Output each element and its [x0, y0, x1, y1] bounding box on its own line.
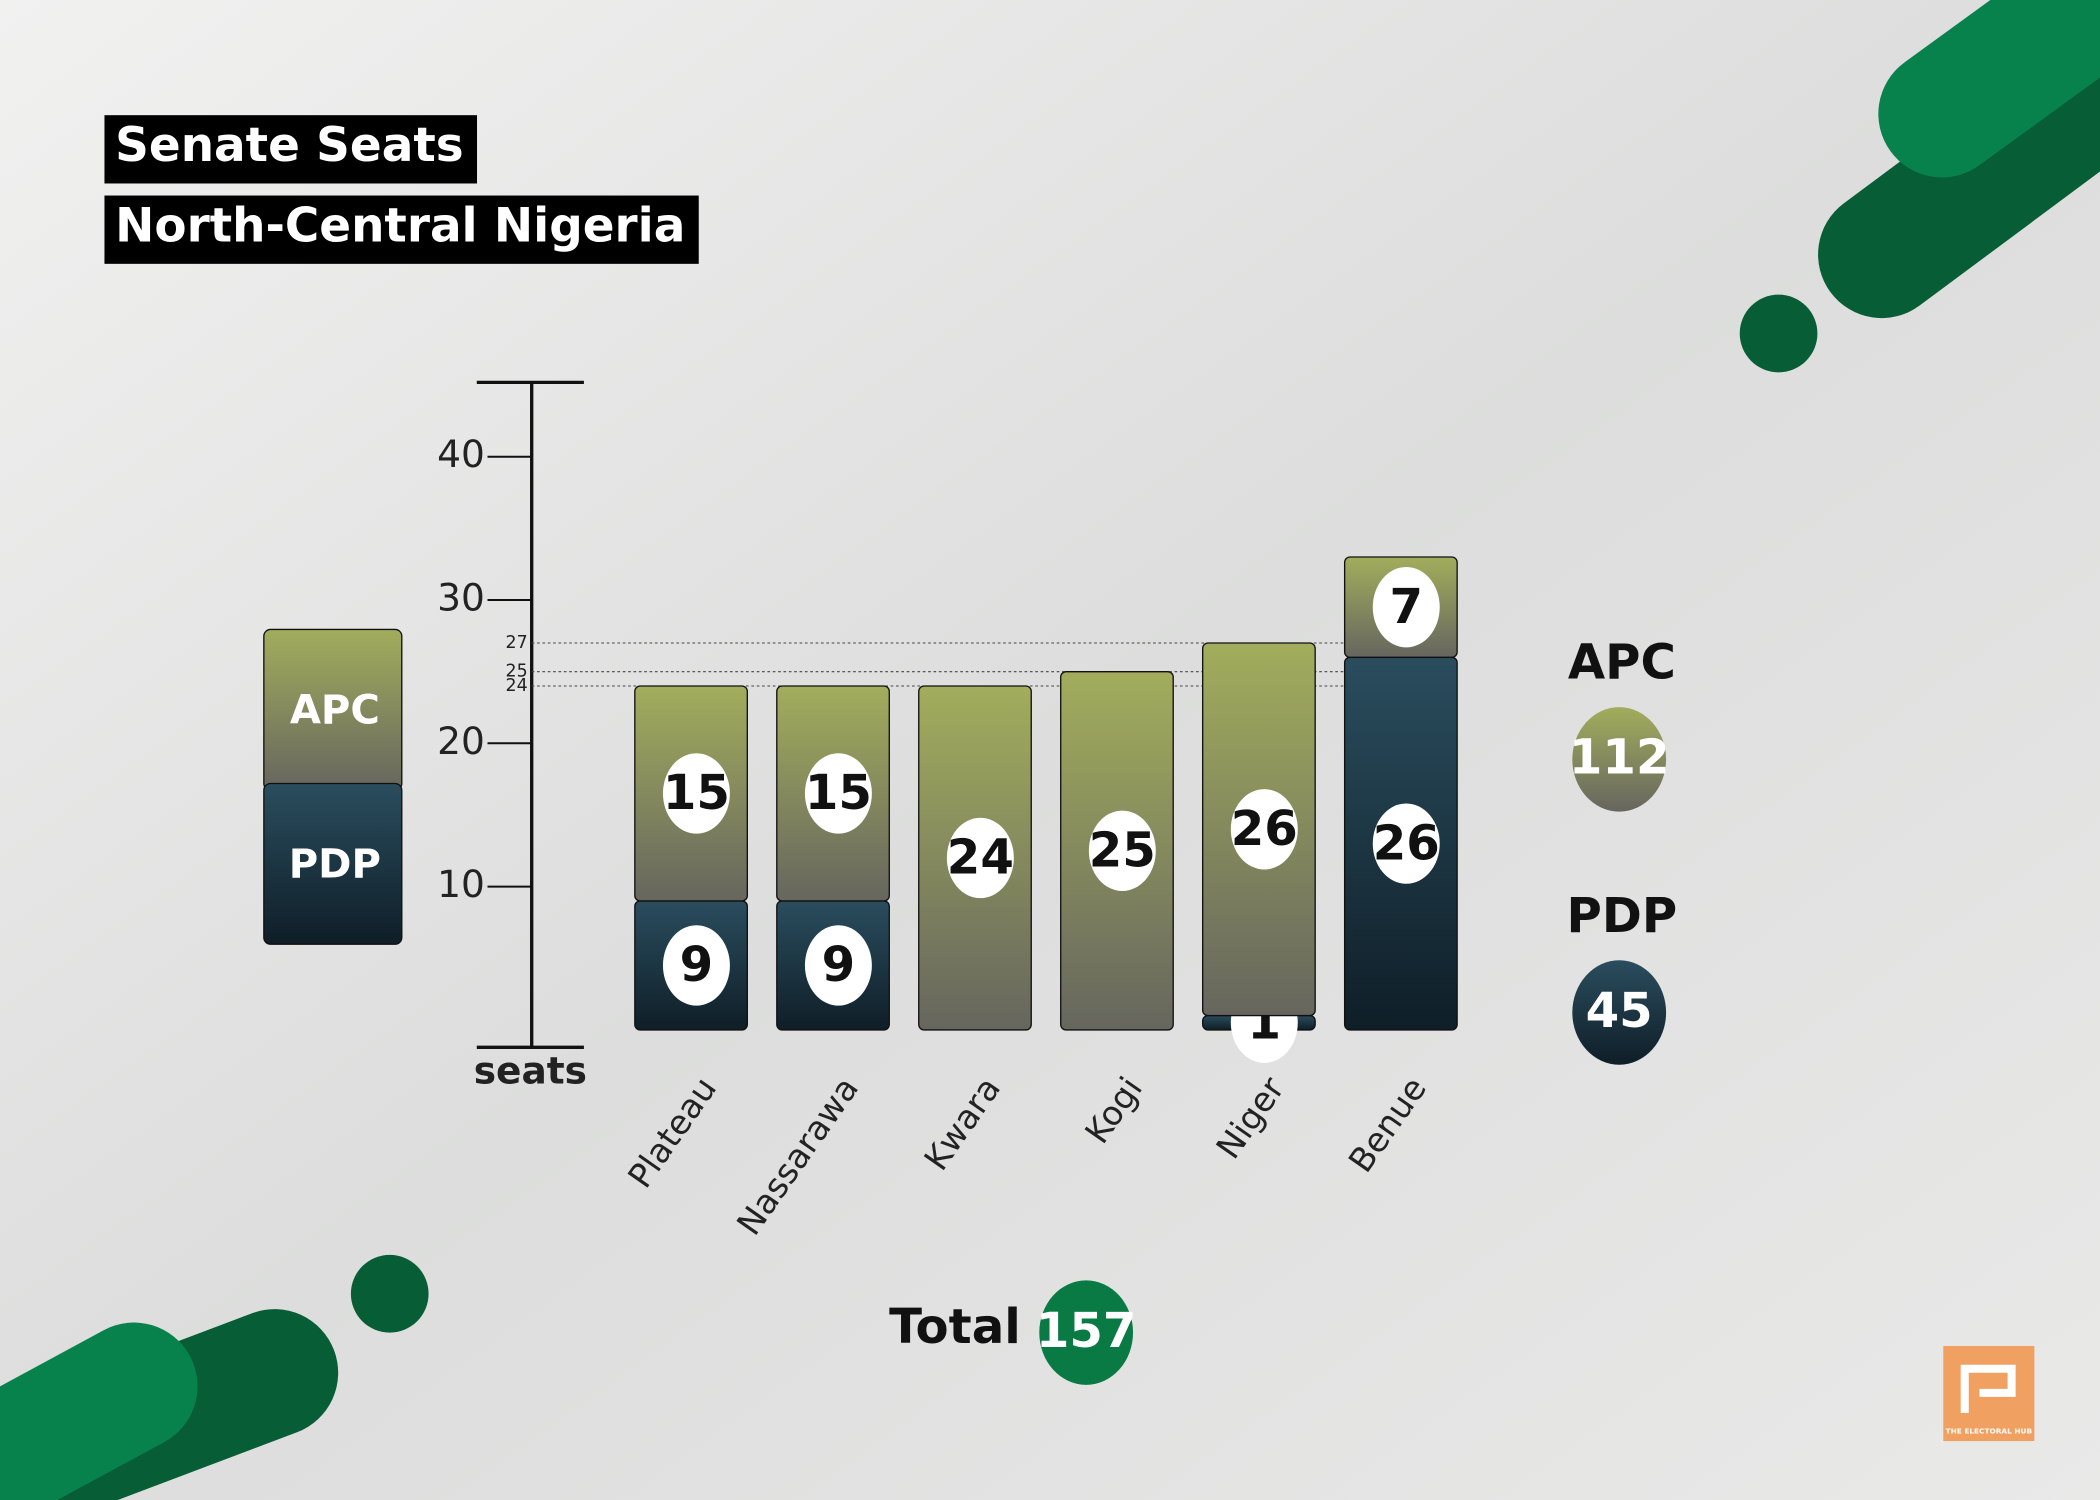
title-box — [104, 115, 478, 184]
value-label: 26 — [1373, 815, 1440, 871]
total-badge — [1039, 1280, 1134, 1385]
value-label: 25 — [1089, 822, 1156, 878]
value-badge — [1372, 803, 1440, 884]
minor-tick-label: 27 — [506, 633, 528, 653]
y-tick-label: 10 — [437, 862, 485, 906]
value-label: 26 — [1231, 801, 1298, 857]
value-label: 7 — [1389, 579, 1423, 635]
minor-tick-label: 25 — [506, 662, 528, 682]
title: Senate Seats — [115, 118, 463, 173]
value-badge — [662, 925, 730, 1006]
title: North-Central Nigeria — [115, 199, 685, 254]
y-tick-label: 20 — [437, 719, 485, 763]
value-badge — [662, 753, 730, 834]
value-badge — [1088, 810, 1156, 891]
value-badge — [804, 753, 872, 834]
value-label: 15 — [663, 765, 730, 821]
value-badge — [1372, 566, 1440, 648]
party-total-badge — [1572, 707, 1667, 812]
total-value: 157 — [1036, 1303, 1137, 1359]
value-badge — [1230, 789, 1298, 870]
y-tick-label: 40 — [437, 432, 485, 476]
y-tick-label: 30 — [437, 576, 485, 620]
party-name: APC — [1568, 635, 1676, 691]
total-label: Total — [889, 1299, 1021, 1355]
y-axis-label: seats — [474, 1048, 587, 1092]
logo-text: THE ELECTORAL HUB — [1946, 1427, 2033, 1436]
value-label: 24 — [947, 830, 1014, 886]
value-label: 9 — [822, 937, 856, 993]
party-name: PDP — [1567, 888, 1678, 944]
party-total-badge — [1572, 960, 1667, 1065]
value-badge — [946, 817, 1014, 899]
value-badge — [804, 925, 872, 1006]
party-total: 112 — [1569, 730, 1670, 786]
title-box — [104, 195, 699, 264]
minor-tick-label: 24 — [506, 676, 528, 696]
legend-swatch — [263, 782, 403, 945]
value-label: 15 — [805, 765, 872, 821]
party-total: 45 — [1586, 983, 1653, 1039]
legend-label: PDP — [289, 842, 381, 888]
value-label: 9 — [680, 937, 714, 993]
legend-label: APC — [290, 688, 380, 734]
